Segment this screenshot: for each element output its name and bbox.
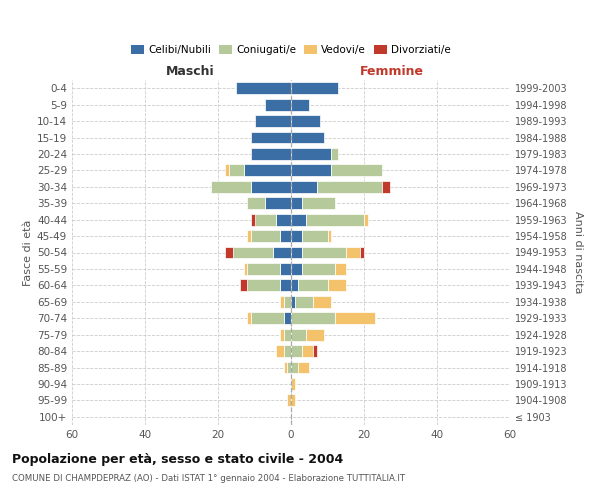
Bar bbox=[295, 296, 313, 308]
Bar bbox=[298, 280, 328, 291]
Bar bbox=[265, 198, 291, 209]
Bar bbox=[251, 214, 254, 226]
Bar bbox=[335, 263, 346, 275]
Bar bbox=[291, 164, 331, 176]
Bar bbox=[291, 198, 302, 209]
Bar bbox=[364, 214, 368, 226]
Y-axis label: Fasce di età: Fasce di età bbox=[23, 220, 33, 286]
Bar bbox=[251, 148, 291, 160]
Bar bbox=[254, 115, 291, 127]
Bar bbox=[247, 198, 265, 209]
Bar bbox=[251, 132, 291, 143]
Legend: Celibi/Nubili, Coniugati/e, Vedovi/e, Divorziati/e: Celibi/Nubili, Coniugati/e, Vedovi/e, Di… bbox=[127, 40, 455, 59]
Bar bbox=[280, 230, 291, 242]
Bar bbox=[298, 362, 309, 374]
Bar bbox=[284, 328, 291, 340]
Bar bbox=[331, 148, 338, 160]
Bar bbox=[382, 181, 389, 192]
Bar bbox=[265, 98, 291, 110]
Bar bbox=[291, 312, 335, 324]
Bar bbox=[254, 214, 277, 226]
Bar bbox=[361, 246, 364, 258]
Bar bbox=[291, 378, 295, 390]
Bar bbox=[291, 362, 298, 374]
Bar bbox=[291, 98, 309, 110]
Bar bbox=[229, 164, 244, 176]
Bar bbox=[302, 198, 335, 209]
Bar bbox=[291, 181, 317, 192]
Bar bbox=[346, 246, 361, 258]
Bar bbox=[284, 362, 287, 374]
Bar bbox=[302, 345, 313, 357]
Bar bbox=[244, 164, 291, 176]
Text: Femmine: Femmine bbox=[360, 66, 424, 78]
Bar bbox=[291, 115, 320, 127]
Bar bbox=[291, 280, 298, 291]
Bar bbox=[302, 230, 328, 242]
Bar bbox=[211, 181, 251, 192]
Bar bbox=[291, 296, 295, 308]
Bar bbox=[280, 280, 291, 291]
Bar bbox=[284, 312, 291, 324]
Text: Maschi: Maschi bbox=[166, 66, 215, 78]
Bar bbox=[291, 328, 305, 340]
Bar bbox=[244, 263, 247, 275]
Bar bbox=[291, 263, 302, 275]
Bar bbox=[233, 246, 273, 258]
Bar bbox=[251, 230, 280, 242]
Bar bbox=[247, 312, 251, 324]
Bar bbox=[302, 246, 346, 258]
Bar bbox=[291, 246, 302, 258]
Bar bbox=[313, 345, 317, 357]
Bar bbox=[247, 230, 251, 242]
Bar bbox=[280, 328, 284, 340]
Bar bbox=[284, 296, 291, 308]
Bar bbox=[277, 345, 284, 357]
Y-axis label: Anni di nascita: Anni di nascita bbox=[573, 211, 583, 294]
Bar bbox=[287, 362, 291, 374]
Bar bbox=[328, 280, 346, 291]
Bar bbox=[291, 394, 295, 406]
Bar bbox=[328, 230, 331, 242]
Bar bbox=[302, 263, 335, 275]
Bar bbox=[305, 214, 364, 226]
Bar bbox=[251, 181, 291, 192]
Bar bbox=[287, 394, 291, 406]
Bar bbox=[247, 280, 280, 291]
Bar bbox=[277, 214, 291, 226]
Bar bbox=[236, 82, 291, 94]
Bar bbox=[284, 345, 291, 357]
Bar bbox=[291, 132, 324, 143]
Bar bbox=[331, 164, 382, 176]
Bar bbox=[240, 280, 247, 291]
Bar bbox=[335, 312, 375, 324]
Bar bbox=[317, 181, 382, 192]
Bar bbox=[226, 246, 233, 258]
Text: Popolazione per età, sesso e stato civile - 2004: Popolazione per età, sesso e stato civil… bbox=[12, 452, 343, 466]
Bar bbox=[251, 312, 284, 324]
Bar bbox=[305, 328, 324, 340]
Bar bbox=[226, 164, 229, 176]
Bar bbox=[291, 230, 302, 242]
Bar bbox=[280, 263, 291, 275]
Bar bbox=[291, 214, 305, 226]
Bar bbox=[247, 263, 280, 275]
Bar bbox=[291, 345, 302, 357]
Bar bbox=[313, 296, 331, 308]
Bar bbox=[291, 148, 331, 160]
Text: COMUNE DI CHAMPDEPRAZ (AO) - Dati ISTAT 1° gennaio 2004 - Elaborazione TUTTITALI: COMUNE DI CHAMPDEPRAZ (AO) - Dati ISTAT … bbox=[12, 474, 405, 483]
Bar bbox=[280, 296, 284, 308]
Bar bbox=[291, 82, 338, 94]
Bar bbox=[273, 246, 291, 258]
